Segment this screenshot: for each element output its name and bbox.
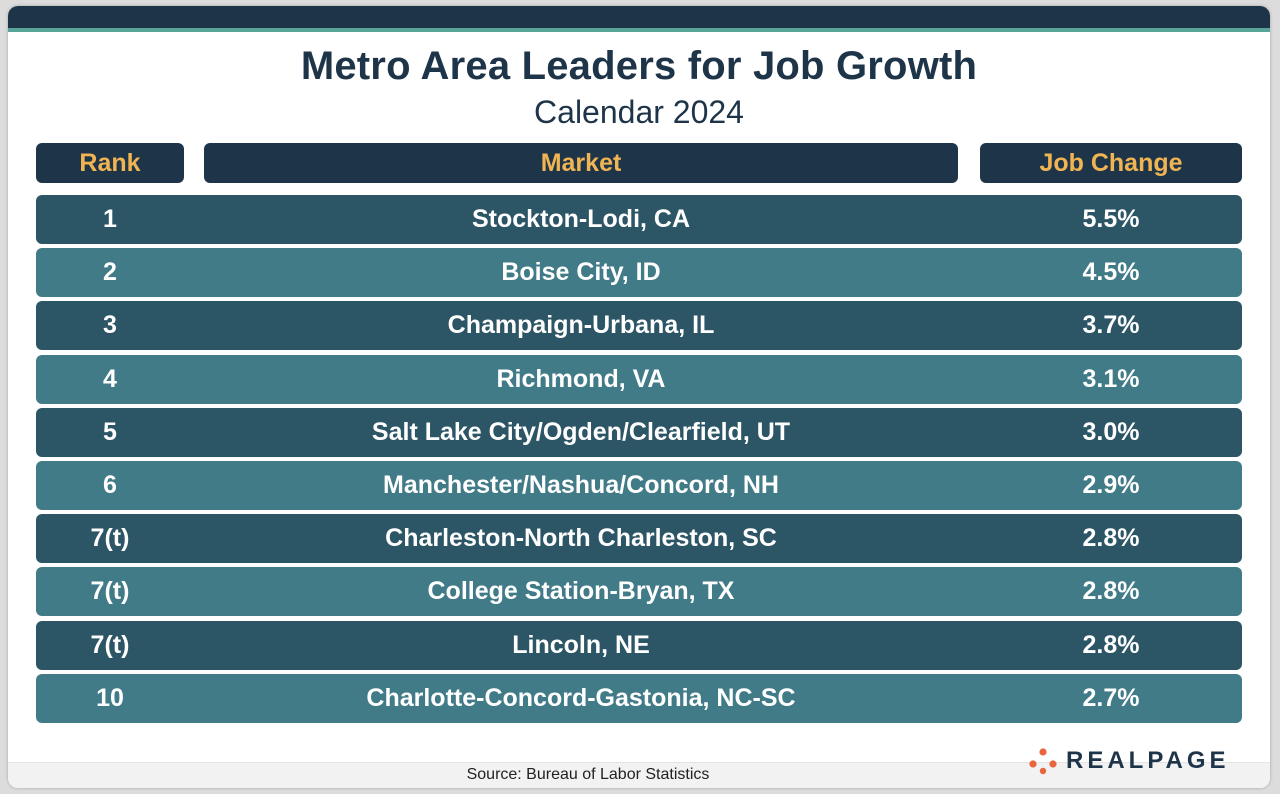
job-change-cell: 2.8% — [1082, 630, 1140, 659]
table-row: 5 Salt Lake City/Ogden/Clearfield, UT 3.0% — [36, 407, 1242, 457]
rank-cell: 6 — [103, 471, 117, 499]
market-cell: Charlotte-Concord-Gastonia, NC-SC — [366, 683, 796, 712]
chart-title: Metro Area Leaders for Job Growth — [300, 44, 978, 88]
table-row: 2 Boise City, ID 4.5% — [36, 248, 1242, 298]
table-row: 3 Champaign-Urbana, IL 3.7% — [36, 301, 1242, 351]
job-change-cell: 2.9% — [1082, 471, 1140, 499]
rank-cell: 1 — [103, 205, 117, 233]
table-row: 10 Charlotte-Concord-Gastonia, NC-SC 2.7% — [36, 673, 1242, 723]
market-cell: Charleston-North Charleston, SC — [385, 524, 777, 553]
job-change-cell: 2.7% — [1082, 683, 1140, 712]
header-rank: Rank — [36, 143, 184, 183]
header-market: Market — [204, 143, 958, 183]
header-job-change: Job Change — [980, 143, 1242, 183]
top-accent-line — [8, 28, 1270, 32]
top-bar — [8, 6, 1270, 28]
market-cell: Richmond, VA — [496, 364, 666, 393]
chart-subtitle: Calendar 2024 — [534, 94, 744, 130]
job-change-cell: 3.1% — [1082, 364, 1140, 393]
dots-logo-icon — [1029, 748, 1057, 775]
footer-band — [8, 762, 1270, 788]
source-note: Source: Bureau of Labor Statistics — [466, 766, 710, 783]
rank-cell: 7(t) — [90, 524, 130, 553]
logo-text: REALPAGE — [1066, 747, 1230, 774]
table-row: 6 Manchester/Nashua/Concord, NH 2.9% — [36, 461, 1242, 510]
market-cell: College Station-Bryan, TX — [427, 577, 735, 606]
rank-cell: 5 — [103, 417, 117, 446]
rank-cell: 7(t) — [90, 577, 130, 606]
market-cell: Champaign-Urbana, IL — [447, 311, 715, 340]
table-row: 7(t) Lincoln, NE 2.8% — [36, 620, 1242, 670]
realpage-logo: REALPAGE — [1028, 746, 1230, 776]
job-change-cell: 4.5% — [1082, 258, 1140, 287]
table-row: 7(t) Charleston-North Charleston, SC 2.8% — [36, 514, 1242, 564]
job-change-cell: 5.5% — [1082, 205, 1140, 233]
rank-cell: 2 — [103, 258, 117, 287]
chart-card: Metro Area Leaders for Job Growth Calend… — [8, 6, 1270, 788]
job-change-cell: 3.7% — [1082, 311, 1140, 340]
rank-cell: 4 — [103, 364, 117, 393]
market-cell: Lincoln, NE — [512, 630, 650, 659]
job-change-cell: 3.0% — [1082, 417, 1140, 446]
job-change-cell: 2.8% — [1082, 524, 1140, 553]
table-row: 1 Stockton-Lodi, CA 5.5% — [36, 195, 1242, 244]
rank-cell: 3 — [103, 311, 117, 340]
table-row: 4 Richmond, VA 3.1% — [36, 354, 1242, 404]
market-cell: Boise City, ID — [501, 258, 661, 287]
job-change-cell: 2.8% — [1082, 577, 1140, 606]
market-cell: Manchester/Nashua/Concord, NH — [383, 471, 779, 499]
market-cell: Stockton-Lodi, CA — [471, 205, 691, 233]
rank-cell: 7(t) — [90, 630, 130, 659]
market-cell: Salt Lake City/Ogden/Clearfield, UT — [371, 417, 791, 446]
table-row: 7(t) College Station-Bryan, TX 2.8% — [36, 567, 1242, 617]
rank-cell: 10 — [96, 683, 124, 712]
